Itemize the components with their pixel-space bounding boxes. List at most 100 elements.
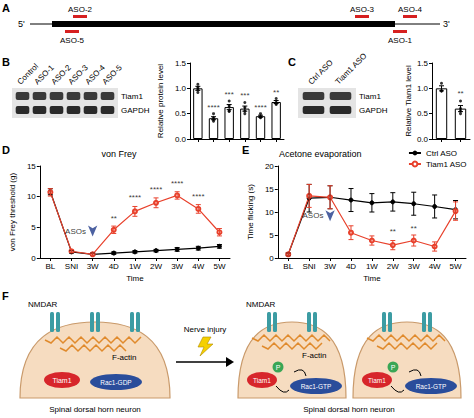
svg-text:4D: 4D xyxy=(109,262,119,271)
svg-text:ASOs: ASOs xyxy=(65,227,86,236)
svg-text:ASO-4: ASO-4 xyxy=(398,5,423,14)
svg-text:BL: BL xyxy=(283,262,293,271)
svg-text:ASO-1: ASO-1 xyxy=(33,63,57,87)
svg-text:Tiam1 ASO: Tiam1 ASO xyxy=(334,51,369,86)
svg-text:***: *** xyxy=(225,90,234,99)
svg-text:****: **** xyxy=(207,103,219,112)
svg-text:**: ** xyxy=(111,214,117,223)
svg-text:Tiam1: Tiam1 xyxy=(121,92,143,101)
svg-text:P: P xyxy=(391,364,396,371)
svg-text:GAPDH: GAPDH xyxy=(121,106,150,115)
svg-text:10: 10 xyxy=(27,192,36,201)
svg-text:von Frey threshold (g): von Frey threshold (g) xyxy=(8,173,17,252)
svg-text:3': 3' xyxy=(443,19,450,29)
svg-text:0.0: 0.0 xyxy=(417,135,429,144)
svg-text:1.5: 1.5 xyxy=(175,59,187,68)
svg-text:ASOs: ASOs xyxy=(303,211,324,220)
svg-text:Acetone evaporation: Acetone evaporation xyxy=(279,149,362,159)
svg-text:****: **** xyxy=(171,179,183,188)
svg-text:5W: 5W xyxy=(450,262,462,271)
svg-text:1.5: 1.5 xyxy=(417,59,429,68)
svg-text:5: 5 xyxy=(31,223,36,232)
svg-text:Time: Time xyxy=(363,274,381,283)
svg-text:5': 5' xyxy=(18,19,25,29)
svg-text:15: 15 xyxy=(27,162,36,171)
svg-text:C: C xyxy=(288,56,296,68)
svg-text:2W: 2W xyxy=(387,262,399,271)
svg-text:4D: 4D xyxy=(346,262,356,271)
svg-text:von Frey: von Frey xyxy=(101,149,137,159)
svg-text:0.5: 0.5 xyxy=(417,109,429,118)
svg-text:3W: 3W xyxy=(408,262,420,271)
svg-text:**: ** xyxy=(390,227,396,236)
svg-text:****: **** xyxy=(254,103,266,112)
svg-text:D: D xyxy=(2,144,10,156)
svg-text:20: 20 xyxy=(265,162,274,171)
svg-text:Tiam1: Tiam1 xyxy=(253,377,271,384)
svg-text:ASO-3: ASO-3 xyxy=(350,5,375,14)
svg-text:SNI: SNI xyxy=(302,262,315,271)
svg-text:Ctrl ASO: Ctrl ASO xyxy=(307,58,335,86)
svg-text:Relative Tiam1 level: Relative Tiam1 level xyxy=(404,65,413,137)
svg-text:A: A xyxy=(2,2,10,14)
svg-text:BL: BL xyxy=(45,262,55,271)
svg-text:**: ** xyxy=(273,88,279,97)
svg-text:ASO-3: ASO-3 xyxy=(67,63,91,87)
svg-text:ASO-5: ASO-5 xyxy=(60,36,85,45)
svg-text:E: E xyxy=(242,144,249,156)
svg-text:Tiam1: Tiam1 xyxy=(368,377,386,384)
svg-text:****: **** xyxy=(129,193,141,202)
svg-text:4W: 4W xyxy=(429,262,441,271)
svg-text:SNI: SNI xyxy=(65,262,78,271)
svg-text:F: F xyxy=(2,290,9,302)
svg-text:ASO-4: ASO-4 xyxy=(84,63,108,87)
svg-text:****: **** xyxy=(192,192,204,201)
svg-text:5: 5 xyxy=(269,231,274,240)
svg-text:ASO-2: ASO-2 xyxy=(50,63,74,87)
svg-text:0: 0 xyxy=(269,254,274,263)
svg-text:0.0: 0.0 xyxy=(175,135,187,144)
svg-text:B: B xyxy=(2,56,10,68)
svg-text:ASO-2: ASO-2 xyxy=(68,5,93,14)
svg-text:5W: 5W xyxy=(213,262,225,271)
svg-text:10: 10 xyxy=(265,208,274,217)
svg-text:Spinal dorsal horn neuron: Spinal dorsal horn neuron xyxy=(303,405,395,414)
svg-text:1.0: 1.0 xyxy=(175,84,187,93)
svg-text:Rac1-GDP: Rac1-GDP xyxy=(100,379,131,386)
svg-text:Control: Control xyxy=(16,62,41,87)
svg-text:NMDAR: NMDAR xyxy=(246,300,276,309)
svg-text:ASO-5: ASO-5 xyxy=(101,63,125,87)
svg-text:1.0: 1.0 xyxy=(417,84,429,93)
svg-text:****: **** xyxy=(150,185,162,194)
svg-text:GAPDH: GAPDH xyxy=(359,106,388,115)
svg-text:Ctrl ASO: Ctrl ASO xyxy=(426,149,457,158)
svg-text:NMDAR: NMDAR xyxy=(28,300,58,309)
svg-text:Tiam1 ASO: Tiam1 ASO xyxy=(426,160,467,169)
svg-text:Nerve injury: Nerve injury xyxy=(184,325,227,334)
svg-text:3W: 3W xyxy=(87,262,99,271)
svg-text:Tiam1: Tiam1 xyxy=(52,377,71,384)
svg-text:Time: Time xyxy=(126,274,144,283)
svg-text:3W: 3W xyxy=(324,262,336,271)
svg-text:Spinal dorsal horn neuron: Spinal dorsal horn neuron xyxy=(49,405,141,414)
svg-text:***: *** xyxy=(240,91,249,100)
svg-text:F-actin: F-actin xyxy=(302,351,326,360)
svg-text:3W: 3W xyxy=(171,262,183,271)
svg-text:Relative protein level: Relative protein level xyxy=(156,64,165,138)
svg-text:ASO-1: ASO-1 xyxy=(388,36,413,45)
svg-text:15: 15 xyxy=(265,185,274,194)
svg-text:F-actin: F-actin xyxy=(112,353,136,362)
svg-text:2W: 2W xyxy=(150,262,162,271)
svg-text:Rac1-GTP: Rac1-GTP xyxy=(301,383,332,390)
svg-text:1W: 1W xyxy=(129,262,141,271)
svg-text:0: 0 xyxy=(31,254,36,263)
svg-text:**: ** xyxy=(457,89,463,98)
svg-text:Rac1-GTP: Rac1-GTP xyxy=(416,383,447,390)
svg-text:Time flicking (s): Time flicking (s) xyxy=(246,184,255,240)
svg-text:**: ** xyxy=(411,224,417,233)
svg-text:4W: 4W xyxy=(192,262,204,271)
svg-text:Tiam1: Tiam1 xyxy=(359,92,381,101)
svg-text:0.5: 0.5 xyxy=(175,109,187,118)
svg-text:1W: 1W xyxy=(366,262,378,271)
svg-text:P: P xyxy=(276,364,281,371)
